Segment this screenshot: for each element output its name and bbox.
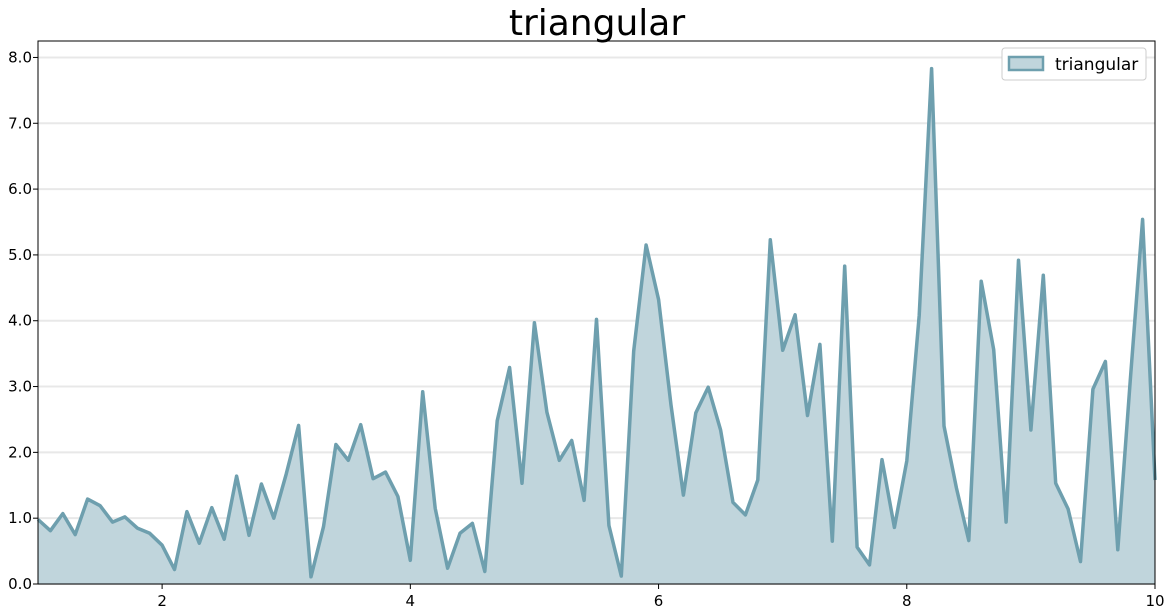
x-tick-label: 4 [406, 592, 416, 610]
x-tick-label: 10 [1145, 592, 1164, 610]
y-tick-label: 8.0 [8, 48, 32, 66]
legend-swatch [1007, 55, 1045, 72]
legend: triangular [1001, 47, 1147, 81]
y-axis: 0.0 1.0 2.0 3.0 4.0 5.0 6.0 7.0 8.0 [8, 48, 38, 593]
x-tick-label: 8 [902, 592, 912, 610]
x-tick-label: 6 [654, 592, 664, 610]
chart-title: triangular [509, 3, 686, 44]
x-axis: 2 4 6 8 10 [157, 584, 1165, 610]
y-tick-label: 2.0 [8, 443, 32, 461]
legend-label: triangular [1055, 55, 1138, 75]
y-tick-label: 5.0 [8, 246, 32, 264]
y-tick-label: 3.0 [8, 378, 32, 396]
y-tick-label: 1.0 [8, 509, 32, 527]
series-line [36, 66, 1157, 579]
series-layer [36, 66, 1157, 585]
y-tick-label: 4.0 [8, 312, 32, 330]
y-tick-label: 6.0 [8, 180, 32, 198]
y-tick-label: 7.0 [8, 114, 32, 132]
plot-frame [37, 40, 1156, 585]
x-tick-label: 2 [157, 592, 167, 610]
y-tick-label: 0.0 [8, 575, 32, 593]
